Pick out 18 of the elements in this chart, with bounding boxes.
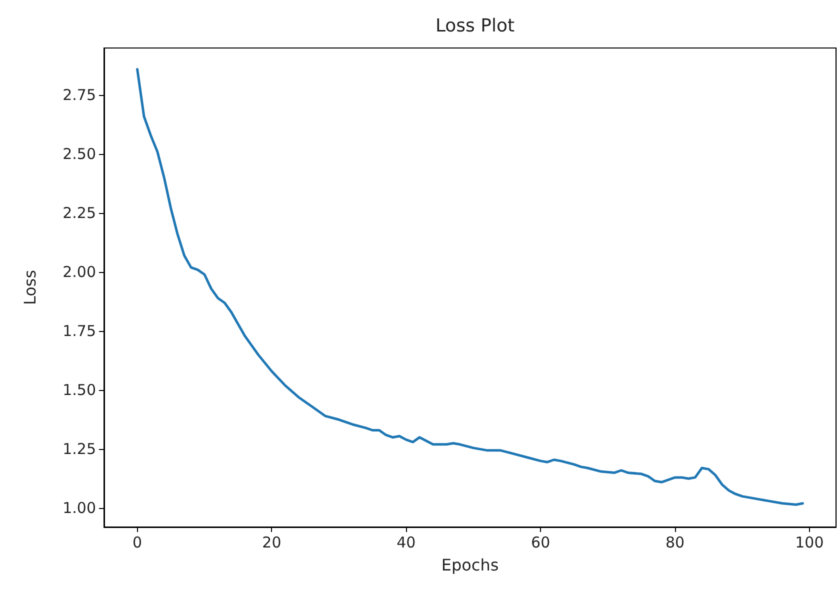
y-tick-label: 1.25 <box>62 440 96 458</box>
chart-title: Loss Plot <box>435 16 515 36</box>
y-axis-title: Loss <box>20 270 40 306</box>
x-tick-label: 100 <box>795 534 824 552</box>
y-tick-label: 2.00 <box>62 263 96 282</box>
x-axis-title: Epochs <box>441 556 499 574</box>
line-series <box>136 68 804 506</box>
x-tick-label: 60 <box>531 534 550 552</box>
y-tick-label: 2.25 <box>62 204 96 222</box>
y-tick-label: 2.75 <box>62 86 96 104</box>
x-tick-label: 40 <box>396 534 416 552</box>
x-tick-label: 80 <box>665 534 685 552</box>
x-tick-label: 0 <box>132 534 142 552</box>
y-tick-label: 1.50 <box>62 381 96 400</box>
y-tick-label: 2.50 <box>62 145 96 164</box>
x-tick-label: 20 <box>262 534 282 552</box>
y-tick-label: 1.75 <box>62 322 96 340</box>
y-tick-label: 1.00 <box>62 499 96 518</box>
